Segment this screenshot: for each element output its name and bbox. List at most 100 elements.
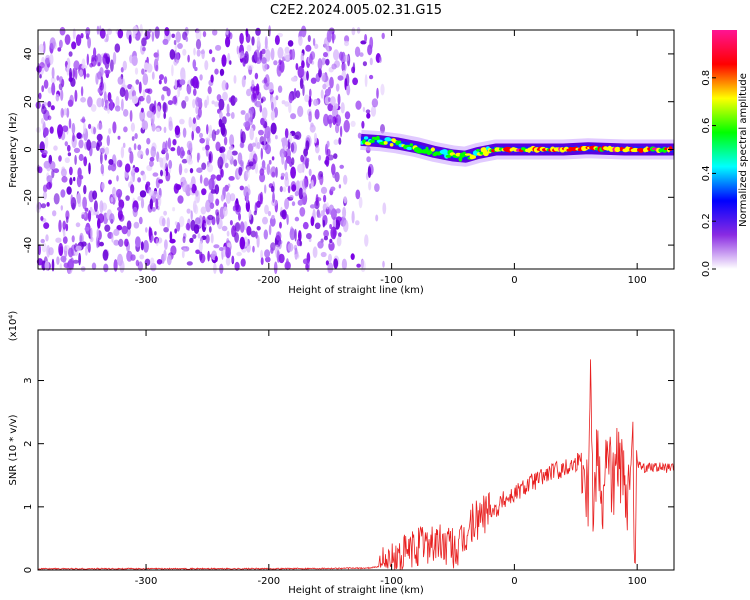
noise-speck <box>195 190 199 197</box>
noise-speck <box>351 66 356 74</box>
noise-speck <box>121 98 124 111</box>
noise-speck <box>278 59 282 65</box>
noise-speck <box>382 202 387 215</box>
noise-speck <box>230 95 236 106</box>
noise-speck <box>305 44 312 52</box>
noise-speck <box>193 47 196 56</box>
noise-speck <box>137 144 142 151</box>
noise-speck <box>55 237 62 243</box>
noise-speck <box>225 257 231 266</box>
noise-speck <box>290 166 296 179</box>
noise-speck <box>367 166 372 178</box>
noise-speck <box>151 207 156 212</box>
noise-speck <box>40 238 45 244</box>
noise-speck <box>52 210 57 217</box>
noise-speck <box>308 111 312 123</box>
noise-speck <box>155 127 161 132</box>
noise-speck <box>207 250 210 262</box>
noise-speck <box>278 240 282 250</box>
noise-speck <box>84 207 89 212</box>
noise-speck <box>300 67 305 77</box>
noise-speck <box>150 235 154 241</box>
noise-speck <box>184 95 189 102</box>
noise-speck <box>170 147 176 152</box>
noise-speck <box>325 202 329 210</box>
noise-speck <box>167 137 172 150</box>
noise-speck <box>123 109 129 117</box>
noise-speck <box>186 261 193 266</box>
noise-speck <box>207 214 214 221</box>
noise-speck <box>290 113 297 120</box>
noise-speck <box>105 56 111 65</box>
y-tick-label: 3 <box>23 377 34 383</box>
noise-speck <box>59 246 64 257</box>
noise-speck <box>323 236 328 241</box>
noise-speck <box>173 40 177 45</box>
noise-speck <box>186 140 193 150</box>
noise-speck <box>239 32 244 45</box>
noise-speck <box>253 210 257 216</box>
noise-speck <box>110 163 117 172</box>
noise-speck <box>225 247 231 259</box>
noise-speck <box>321 57 325 66</box>
spectrogram-y-ticks: -40 -20 0 20 40 <box>23 48 674 253</box>
noise-speck <box>355 100 362 110</box>
noise-speck <box>279 221 282 229</box>
noise-speck <box>68 247 74 258</box>
noise-speck <box>65 216 69 224</box>
noise-speck <box>67 144 71 152</box>
signal-blob <box>441 149 448 155</box>
noise-speck <box>163 111 166 119</box>
noise-speck <box>218 118 223 128</box>
noise-speck <box>208 153 212 163</box>
noise-speck <box>208 49 213 55</box>
noise-speck <box>75 34 82 46</box>
noise-speck <box>232 205 236 212</box>
noise-speck <box>259 173 266 183</box>
noise-speck <box>300 52 304 63</box>
noise-speck <box>72 259 79 264</box>
noise-speck <box>309 204 316 209</box>
noise-speck <box>78 252 81 266</box>
noise-speck <box>314 222 321 230</box>
noise-speck <box>256 235 260 248</box>
noise-speck <box>149 198 153 210</box>
noise-speck <box>284 171 289 181</box>
noise-speck <box>99 241 104 247</box>
noise-speck <box>328 204 335 215</box>
noise-speck <box>214 101 219 107</box>
noise-speck <box>71 41 77 50</box>
noise-speck <box>56 256 60 265</box>
noise-speck <box>63 262 70 268</box>
noise-speck <box>142 173 147 181</box>
noise-speck <box>342 206 347 219</box>
noise-speck <box>322 219 326 228</box>
noise-speck <box>96 97 103 108</box>
noise-speck <box>299 207 306 217</box>
noise-speck <box>306 233 312 240</box>
noise-speck <box>38 92 42 100</box>
noise-speck <box>59 39 63 49</box>
noise-speck <box>323 194 327 203</box>
noise-speck <box>43 222 50 230</box>
noise-speck <box>211 56 216 63</box>
noise-speck <box>256 142 261 150</box>
noise-speck <box>186 85 192 95</box>
noise-speck <box>139 254 145 260</box>
noise-speck <box>71 235 75 243</box>
noise-speck <box>211 100 215 105</box>
noise-speck <box>210 74 214 83</box>
noise-speck <box>64 141 69 147</box>
noise-speck <box>326 140 330 148</box>
noise-speck <box>145 227 148 233</box>
noise-speck <box>51 67 55 79</box>
noise-speck <box>118 238 124 247</box>
noise-speck <box>57 47 62 52</box>
noise-speck <box>168 120 173 131</box>
noise-speck <box>80 86 84 97</box>
noise-speck <box>146 137 151 145</box>
noise-speck <box>202 30 207 38</box>
noise-speck <box>156 105 161 119</box>
colorbar-ticks: 0.0 0.2 0.4 0.6 0.8 <box>701 70 716 277</box>
noise-speck <box>149 103 156 113</box>
